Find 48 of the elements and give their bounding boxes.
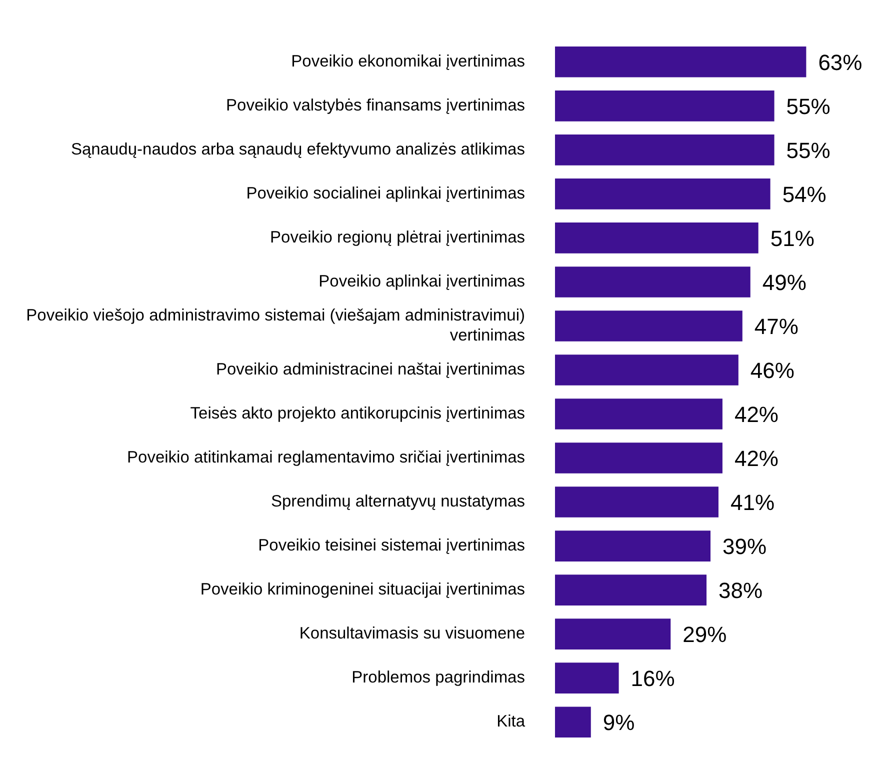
bar (555, 222, 758, 254)
bar (555, 178, 770, 210)
data-label: 41% (730, 490, 775, 516)
bar (555, 134, 774, 166)
bar (555, 486, 718, 518)
y-tick-label: Poveikio atitinkamai reglamentavimo sričiai įvertinimas (127, 448, 525, 467)
data-label: 42% (734, 446, 779, 472)
y-tick-label: Poveikio socialinei aplinkai įvertinimas (246, 184, 525, 202)
bar (555, 574, 707, 606)
data-label: 39% (722, 534, 767, 560)
y-tick-label: Poveikio ekonomikai įvertinimas (291, 52, 525, 70)
bar (555, 90, 774, 122)
y-tick-label: Sąnaudų-naudos arba sąnaudų efektyvumo analizės atlikimas (70, 140, 525, 158)
y-tick-label: Konsultavimasis su visuomene (299, 624, 525, 643)
data-label: 38% (718, 578, 763, 604)
y-tick-label: Kita (496, 712, 526, 731)
bar (555, 618, 671, 650)
bar (555, 46, 806, 78)
data-label: 54% (782, 182, 826, 208)
data-label: 63% (818, 50, 862, 75)
bar (555, 310, 742, 342)
y-tick-label: Poveikio valstybės finansams įvertinimas (226, 96, 525, 114)
y-tick-label: Poveikio regionų plėtrai įvertinimas (270, 228, 525, 247)
y-tick-label: Teisės akto projekto antikorupcinis įvertinimas (190, 404, 525, 423)
bar (555, 662, 619, 694)
bar (555, 398, 722, 430)
y-tick-label: Sprendimų alternatyvų nustatymas (270, 492, 525, 511)
bar (555, 354, 738, 386)
data-label: 47% (754, 314, 798, 340)
y-tick-label: Poveikio viešojo administravimo sistemai (viešajam administravimui) vertinimas (26, 306, 525, 344)
bar (555, 442, 722, 474)
data-label: 49% (762, 270, 806, 296)
data-label: 9% (602, 710, 635, 736)
y-tick-label: Poveikio teisinei sistemai įvertinimas (258, 536, 525, 555)
data-label: 16% (630, 666, 675, 692)
data-label: 46% (750, 358, 794, 384)
y-tick-label: Poveikio administracinei naštai įvertinimas (216, 360, 525, 379)
bar (555, 530, 711, 562)
y-tick-label: Poveikio kriminogeninei situacijai įvertinimas (200, 580, 525, 599)
y-tick-label: Problemos pagrindimas (352, 668, 525, 687)
data-label: 55% (786, 94, 830, 119)
y-tick-label: Poveikio aplinkai įvertinimas (318, 272, 525, 291)
data-label: 55% (786, 138, 830, 163)
bar (555, 706, 591, 738)
data-label: 42% (734, 402, 779, 428)
bar (555, 266, 750, 298)
data-label: 51% (770, 226, 814, 252)
data-label: 29% (682, 622, 727, 648)
